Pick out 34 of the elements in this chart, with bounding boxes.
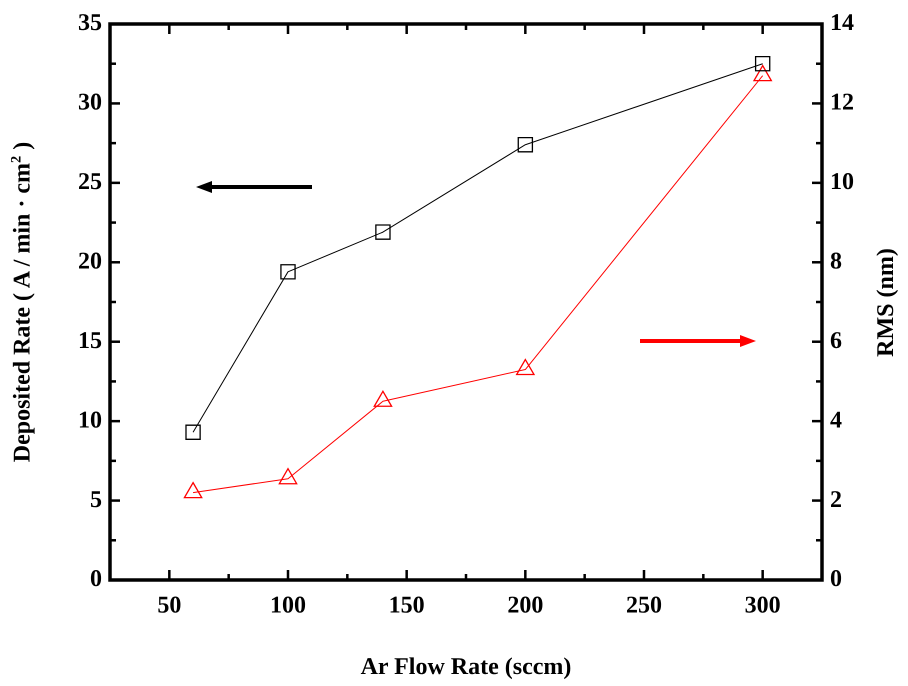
y-tick-label: 5 <box>90 486 102 513</box>
y2-tick-label: 10 <box>830 169 854 196</box>
y-tick-label: 35 <box>78 10 102 36</box>
y2-tick-label: 6 <box>830 328 842 354</box>
y-tick-label: 30 <box>78 90 102 116</box>
point <box>185 424 201 440</box>
point <box>518 137 534 152</box>
x-tick-label: 50 <box>157 592 182 619</box>
point <box>278 468 298 484</box>
point <box>753 64 772 82</box>
point <box>516 358 535 376</box>
x-tick-label: 100 <box>270 592 306 619</box>
x-tick-label: 300 <box>744 592 781 619</box>
x-tick-label: 150 <box>388 592 425 619</box>
y-tick-label: 0 <box>90 566 102 592</box>
y2-tick-label: 12 <box>830 90 854 116</box>
y2-tick-label: 4 <box>830 407 842 434</box>
y2-axis-title: RMS (nm) <box>872 248 900 356</box>
y-tick-label: 15 <box>78 328 102 354</box>
y-tick-label: 25 <box>78 169 102 196</box>
x-axis-title: Ar Flow Rate (sccm) <box>360 654 572 680</box>
y-tick-label: 10 <box>78 407 102 434</box>
point <box>280 264 296 280</box>
point <box>374 390 392 407</box>
y2-tick-label: 14 <box>830 10 854 36</box>
y2-tick-label: 8 <box>830 248 842 274</box>
x-tick-label: 200 <box>507 592 544 619</box>
y2-tick-label: 0 <box>830 566 842 592</box>
point <box>375 224 391 240</box>
point <box>184 482 202 498</box>
y-tick-label: 20 <box>78 248 102 274</box>
point <box>754 56 770 72</box>
x-tick-label: 250 <box>626 592 662 619</box>
y2-tick-label: 2 <box>830 486 842 513</box>
